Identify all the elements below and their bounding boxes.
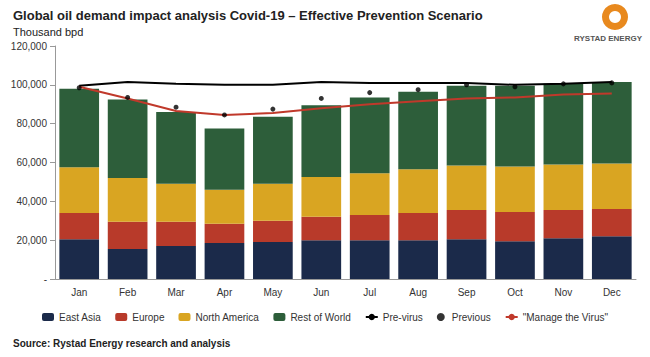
svg-text:"Manage the Virus": "Manage the Virus" — [523, 312, 609, 323]
svg-text:Aug: Aug — [409, 287, 427, 298]
svg-text:20,000: 20,000 — [16, 235, 47, 246]
svg-text:Thousand bpd: Thousand bpd — [13, 26, 83, 38]
svg-text:-: - — [44, 274, 47, 285]
svg-text:Nov: Nov — [554, 287, 572, 298]
svg-text:Feb: Feb — [119, 287, 137, 298]
svg-text:100,000: 100,000 — [11, 79, 48, 90]
svg-text:Jan: Jan — [71, 287, 87, 298]
svg-text:North America: North America — [195, 312, 259, 323]
svg-text:Pre-virus: Pre-virus — [383, 312, 423, 323]
svg-text:Sep: Sep — [458, 287, 476, 298]
svg-text:Previous: Previous — [452, 312, 491, 323]
svg-text:Jul: Jul — [363, 287, 376, 298]
svg-text:May: May — [263, 287, 282, 298]
svg-text:120,000: 120,000 — [11, 41, 48, 52]
svg-text:Europe: Europe — [132, 312, 165, 323]
svg-text:Oct: Oct — [507, 287, 523, 298]
svg-text:Source: Rystad Energy research: Source: Rystad Energy research and analy… — [13, 338, 231, 349]
svg-text:East Asia: East Asia — [59, 312, 101, 323]
svg-text:Jun: Jun — [313, 287, 329, 298]
svg-text:Global oil demand impact analy: Global oil demand impact analysis Covid-… — [13, 8, 483, 23]
svg-text:Apr: Apr — [217, 287, 233, 298]
svg-text:60,000: 60,000 — [16, 157, 47, 168]
svg-text:Dec: Dec — [603, 287, 621, 298]
svg-text:Rest of World: Rest of World — [290, 312, 350, 323]
svg-text:RYSTAD ENERGY: RYSTAD ENERGY — [574, 34, 643, 43]
svg-text:80,000: 80,000 — [16, 118, 47, 129]
svg-text:Mar: Mar — [167, 287, 185, 298]
svg-text:40,000: 40,000 — [16, 196, 47, 207]
